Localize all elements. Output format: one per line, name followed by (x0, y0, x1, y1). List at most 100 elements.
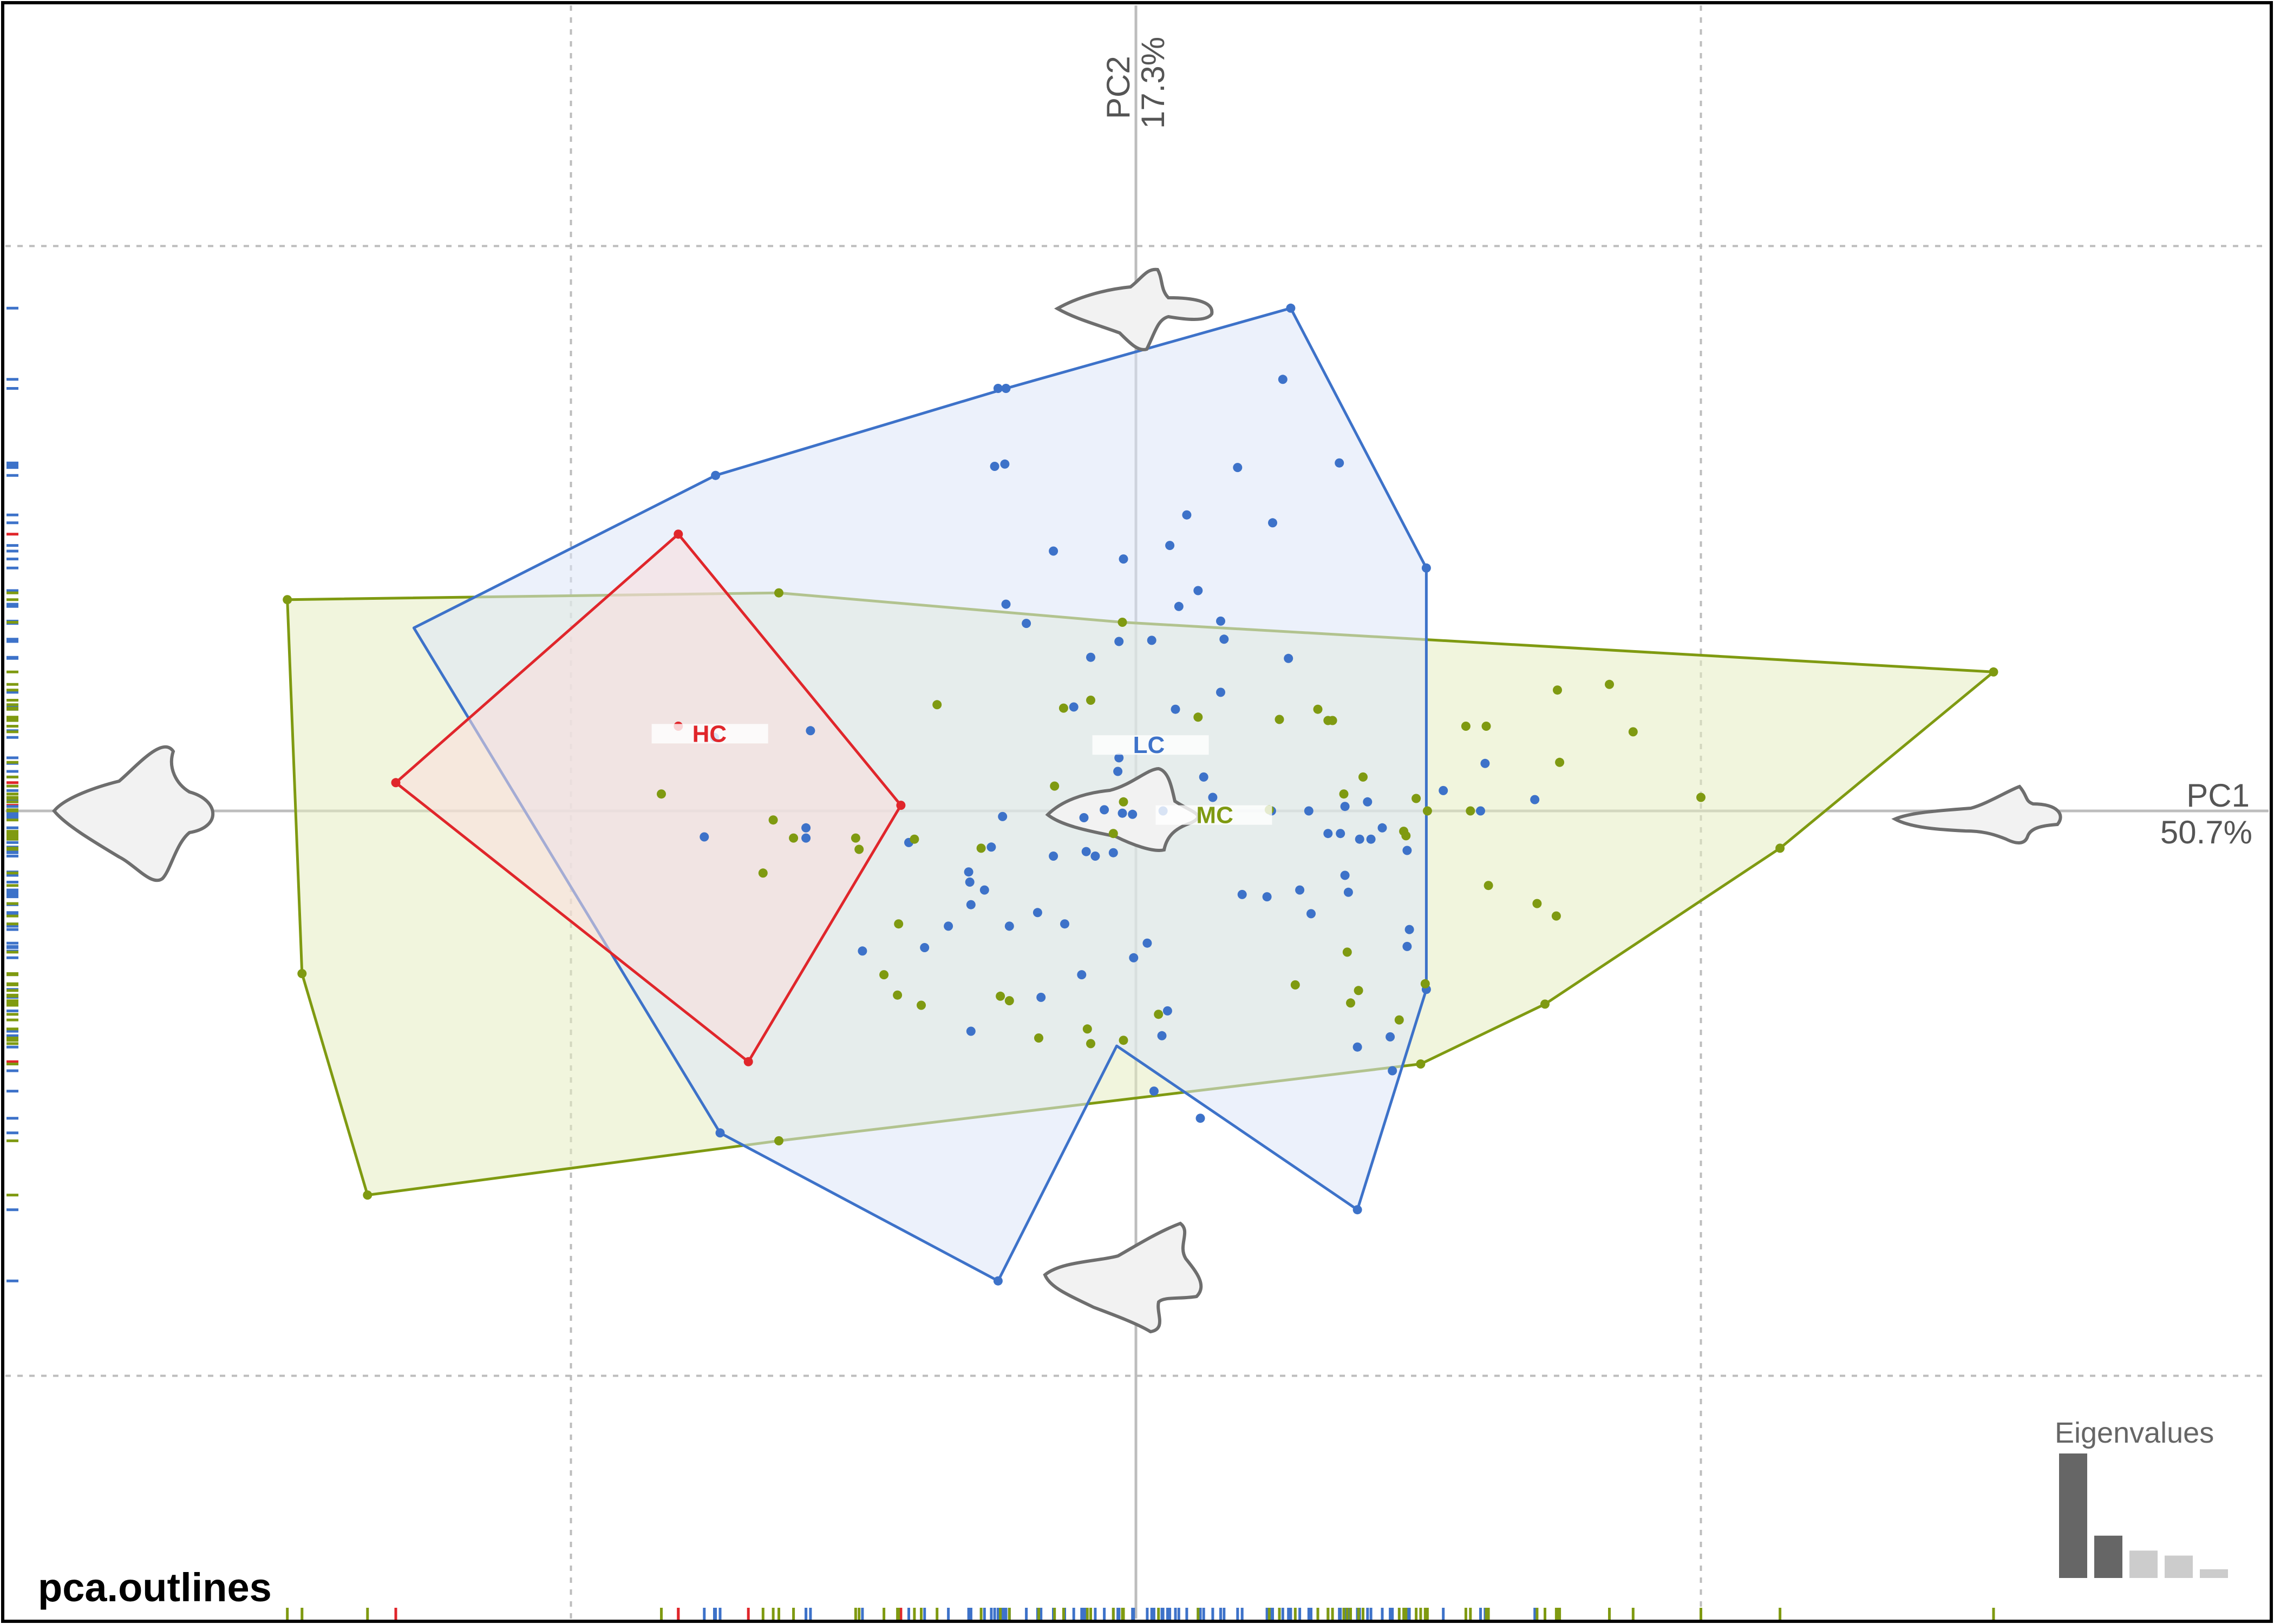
point-mc-63 (1119, 1036, 1128, 1045)
point-lc-66 (1262, 892, 1272, 902)
point-lc-89 (920, 943, 930, 952)
point-lc-93 (801, 823, 811, 833)
point-mc-44 (768, 815, 778, 825)
eigenvalue-bar-2 (2094, 1535, 2122, 1578)
point-lc-75 (1306, 909, 1316, 919)
point-lc-15 (1268, 518, 1277, 528)
point-lc-68 (1343, 887, 1353, 897)
point-mc-6 (1416, 1059, 1426, 1069)
pc2-name: PC2 (1100, 56, 1136, 119)
point-mc-35 (1313, 704, 1323, 714)
point-lc-41 (1340, 802, 1350, 811)
point-lc-28 (1171, 704, 1180, 714)
point-lc-23 (1147, 636, 1156, 645)
point-lc-43 (1439, 785, 1448, 795)
point-lc-20 (1174, 601, 1184, 611)
point-lc-40 (1304, 806, 1314, 816)
point-lc-86 (1033, 908, 1042, 918)
point-lc-1 (711, 470, 721, 480)
point-hc-1 (674, 529, 683, 539)
point-mc-46 (758, 868, 768, 878)
shape-pc2-negative-icon (1043, 1221, 1203, 1334)
point-hc-3 (743, 1057, 753, 1066)
point-lc-45 (1530, 795, 1540, 804)
pc1-percent: 50.7% (2160, 814, 2252, 850)
point-lc-94 (700, 832, 709, 842)
eigenvalue-bar-4 (2165, 1555, 2193, 1578)
point-mc-9 (297, 969, 307, 978)
point-lc-21 (1001, 599, 1011, 609)
group-label-mc: MC (1196, 802, 1233, 829)
label-bg-mc (1155, 805, 1272, 825)
point-hc-0 (391, 778, 401, 788)
point-lc-53 (998, 811, 1008, 821)
point-lc-25 (1219, 634, 1229, 644)
point-mc-30 (1193, 712, 1203, 722)
point-lc-32 (1114, 753, 1124, 763)
point-mc-36 (1050, 781, 1060, 791)
point-lc-82 (1149, 1086, 1159, 1096)
point-lc-26 (1284, 653, 1293, 663)
point-lc-44 (1480, 758, 1490, 768)
point-mc-38 (1108, 829, 1118, 839)
point-lc-80 (1352, 1042, 1362, 1052)
point-mc-24 (1401, 831, 1411, 841)
point-mc-21 (1532, 899, 1542, 908)
point-lc-78 (1402, 941, 1412, 951)
point-lc-24 (1216, 616, 1225, 626)
label-bg-lc (1092, 735, 1209, 755)
point-lc-81 (1388, 1066, 1397, 1076)
point-mc-16 (1466, 806, 1475, 816)
mean-shapes (52, 267, 2062, 1334)
point-lc-17 (1049, 546, 1058, 556)
point-mc-54 (1290, 980, 1300, 990)
point-lc-36 (1100, 805, 1109, 815)
group-label-hc: HC (692, 721, 727, 747)
point-lc-70 (1336, 829, 1345, 839)
point-lc-73 (1366, 834, 1376, 844)
point-lc-42 (1363, 797, 1373, 807)
point-mc-8 (363, 1190, 373, 1200)
point-mc-12 (1481, 722, 1491, 731)
group-label-lc: LC (1133, 732, 1165, 758)
data-points (283, 303, 1998, 1286)
point-lc-29 (1086, 652, 1095, 662)
point-lc-46 (1476, 806, 1485, 816)
point-lc-54 (986, 842, 996, 852)
point-mc-37 (1119, 797, 1128, 807)
point-lc-50 (1108, 848, 1118, 857)
point-lc-16 (1119, 554, 1128, 564)
point-lc-57 (966, 900, 976, 909)
pc2-percent: 17.3% (1135, 37, 1171, 129)
point-lc-87 (1036, 992, 1046, 1002)
point-mc-57 (1346, 998, 1355, 1008)
eigenvalue-bar-3 (2129, 1550, 2158, 1578)
point-mc-20 (1551, 911, 1561, 921)
point-mc-55 (1354, 986, 1363, 996)
point-mc-27 (1275, 715, 1284, 724)
point-lc-83 (1157, 1031, 1167, 1040)
point-mc-5 (1540, 999, 1550, 1009)
point-mc-58 (1394, 1015, 1404, 1025)
point-mc-62 (1342, 947, 1352, 957)
point-mc-40 (910, 834, 919, 844)
point-mc-47 (894, 919, 904, 929)
point-mc-29 (1328, 716, 1337, 725)
point-lc-34 (1208, 793, 1218, 802)
label-bg-hc (651, 724, 768, 744)
point-lc-88 (966, 1026, 976, 1036)
pc1-name: PC1 (2186, 777, 2250, 814)
pc2-label: PC2 17.3% (1100, 37, 1171, 129)
point-mc-48 (879, 970, 889, 980)
point-mc-0 (283, 595, 292, 605)
point-mc-3 (1989, 667, 1998, 677)
point-lc-72 (1340, 870, 1350, 880)
point-lc-12 (1182, 510, 1192, 520)
point-lc-62 (1077, 970, 1087, 980)
point-mc-1 (774, 588, 783, 598)
eigenvalue-bar-5 (2200, 1569, 2228, 1578)
point-mc-33 (932, 700, 942, 710)
shape-pc1-negative-icon (52, 745, 215, 882)
eigenvalue-bar-1 (2059, 1453, 2087, 1578)
